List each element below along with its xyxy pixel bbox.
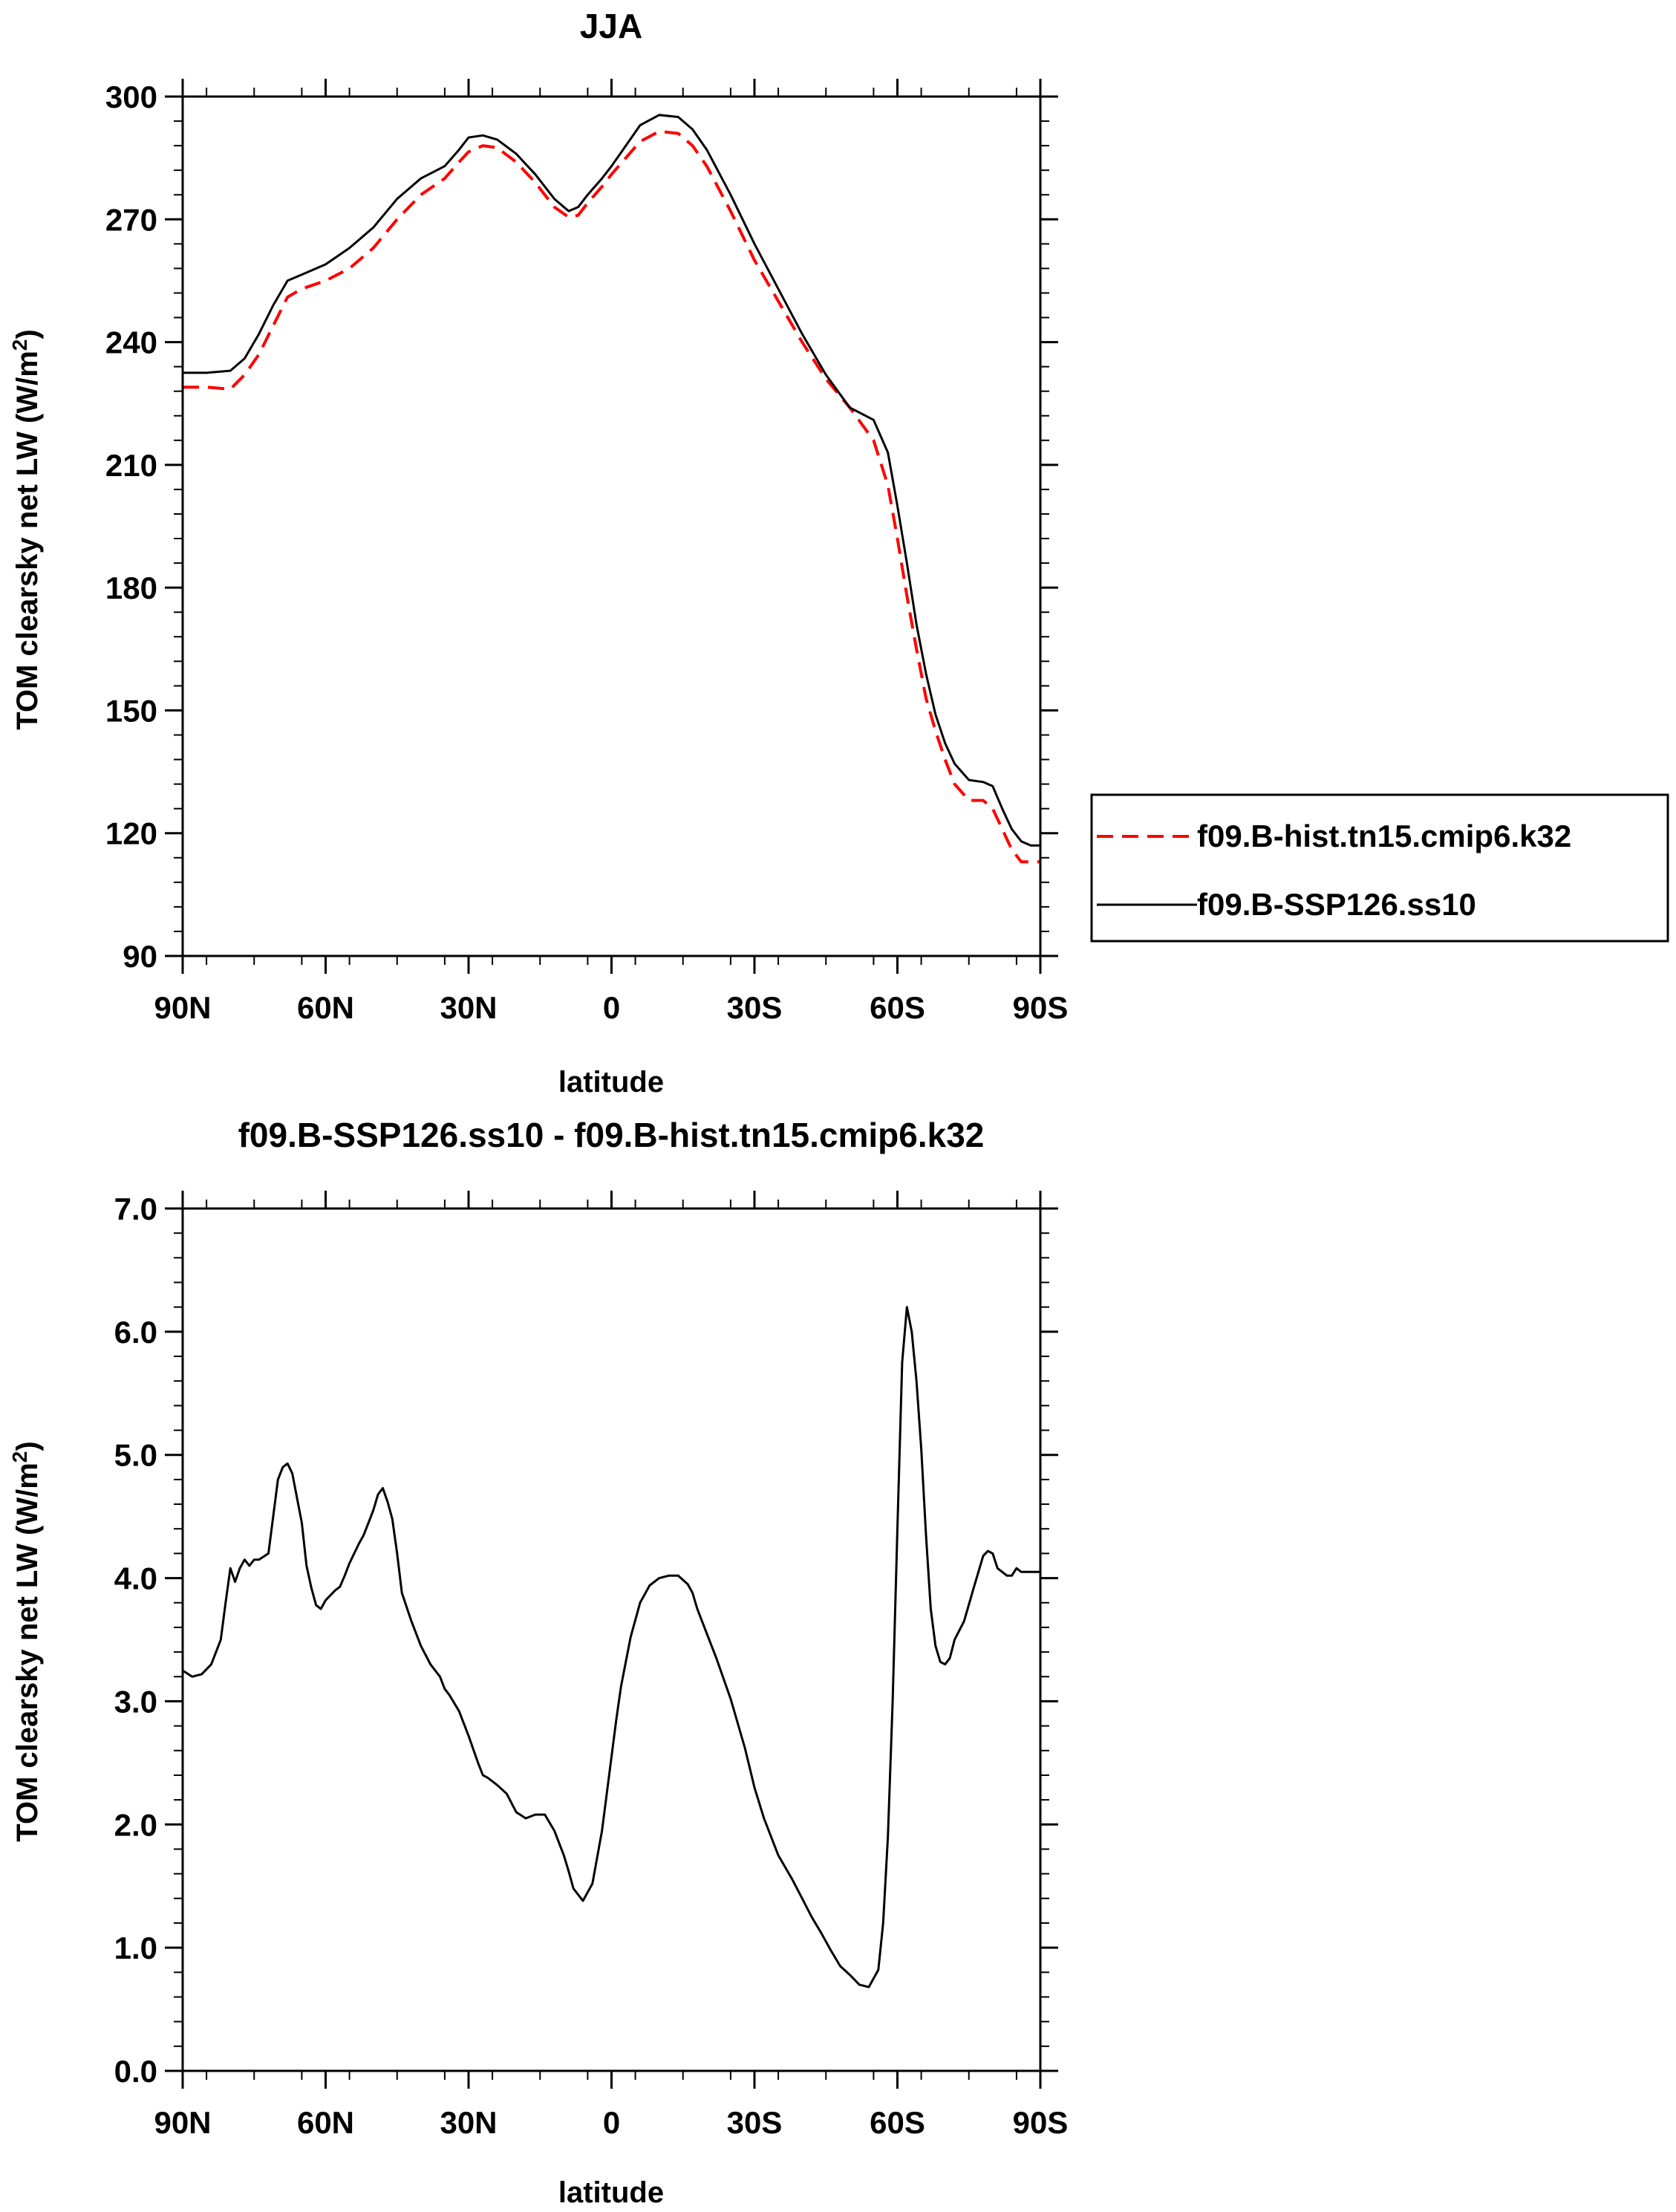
top-panel-x-tick-label: 90N bbox=[154, 990, 211, 1025]
top-panel-y-tick-label: 300 bbox=[105, 79, 157, 114]
top-panel-y-label-superscript: 2 bbox=[8, 339, 31, 351]
top-panel-ticks bbox=[165, 79, 1058, 974]
top-panel-x-tick-labels: 90N 60N 30N 0 30S 60S 90S bbox=[154, 990, 1068, 1025]
bottom-panel-ticks bbox=[165, 1191, 1058, 2089]
bottom-panel-y-label-superscript: 2 bbox=[8, 1451, 31, 1463]
bottom-panel-plot-frame bbox=[181, 1207, 1042, 2072]
bottom-panel-y-label-main: TOM clearsky net LW (W/m bbox=[11, 1463, 44, 1842]
bottom-panel-y-axis-label: TOM clearsky net LW (W/m2) bbox=[8, 1441, 44, 1841]
bottom-panel-y-tick-label: 7.0 bbox=[114, 1191, 157, 1226]
top-panel-y-tick-label: 120 bbox=[105, 816, 157, 851]
bottom-panel-y-tick-label: 5.0 bbox=[114, 1438, 157, 1473]
bottom-panel-y-tick-label: 1.0 bbox=[114, 1930, 157, 1965]
top-panel-y-label-main: TOM clearsky net LW (W/m bbox=[11, 351, 44, 730]
top-panel-y-axis-label: TOM clearsky net LW (W/m2) bbox=[8, 329, 44, 729]
top-panel-y-tick-label: 180 bbox=[105, 570, 157, 605]
bottom-panel-series-line-0 bbox=[182, 1306, 1040, 1988]
legend-label-ssp126: f09.B-SSP126.ss10 bbox=[1197, 887, 1476, 922]
top-panel-plot-frame bbox=[181, 95, 1042, 957]
top-panel-x-tick-label: 30N bbox=[440, 990, 497, 1025]
top-panel-series bbox=[183, 114, 1040, 864]
bottom-panel-title: f09.B-SSP126.ss10 - f09.B-hist.tn15.cmip… bbox=[238, 1116, 985, 1154]
top-panel-y-label-close: ) bbox=[11, 329, 44, 339]
top-panel-x-tick-label: 60S bbox=[870, 990, 925, 1025]
top-panel-y-tick-label: 90 bbox=[123, 939, 157, 974]
top-panel-y-tick-label: 210 bbox=[105, 448, 157, 483]
bottom-panel-y-tick-label: 3.0 bbox=[114, 1684, 157, 1719]
top-panel-y-tick-label: 240 bbox=[105, 325, 157, 360]
bottom-panel-x-tick-label: 0 bbox=[603, 2105, 620, 2140]
bottom-panel: f09.B-SSP126.ss10 - f09.B-hist.tn15.cmip… bbox=[8, 1116, 1068, 2209]
top-panel-x-tick-label: 0 bbox=[603, 990, 620, 1025]
bottom-panel-y-label-close: ) bbox=[11, 1441, 44, 1451]
bottom-panel-x-axis-label: latitude bbox=[558, 2176, 664, 2209]
bottom-panel-x-tick-label: 30N bbox=[440, 2105, 497, 2140]
bottom-panel-x-tick-label: 60S bbox=[870, 2105, 925, 2140]
bottom-panel-y-tick-label: 6.0 bbox=[114, 1315, 157, 1350]
bottom-panel-x-tick-label: 90S bbox=[1013, 2105, 1069, 2140]
top-panel-y-tick-labels: 90 120 150 180 210 240 270 300 bbox=[105, 79, 157, 974]
top-panel-y-tick-label: 270 bbox=[105, 202, 157, 237]
bottom-panel-x-tick-label: 30S bbox=[727, 2105, 783, 2140]
bottom-panel-y-tick-label: 0.0 bbox=[114, 2054, 157, 2089]
bottom-panel-y-tick-label: 4.0 bbox=[114, 1561, 157, 1596]
bottom-panel-x-tick-label: 90N bbox=[154, 2105, 211, 2140]
legend-box bbox=[1090, 793, 1669, 943]
bottom-panel-series bbox=[182, 1306, 1040, 1988]
bottom-panel-y-tick-label: 2.0 bbox=[114, 1807, 157, 1842]
top-panel-series-line-1 bbox=[183, 114, 1040, 847]
top-panel-x-tick-label: 60N bbox=[297, 990, 354, 1025]
top-panel-x-tick-label: 90S bbox=[1013, 990, 1069, 1025]
bottom-panel-x-tick-labels: 90N 60N 30N 0 30S 60S 90S bbox=[154, 2105, 1068, 2140]
bottom-panel-y-tick-labels: 0.0 1.0 2.0 3.0 4.0 5.0 6.0 7.0 bbox=[114, 1191, 157, 2089]
top-panel-title: JJA bbox=[580, 7, 642, 45]
top-panel: JJA TOM clearsky net LW (W/m2) latitude … bbox=[8, 7, 1068, 1099]
top-panel-x-tick-label: 30S bbox=[727, 990, 783, 1025]
bottom-panel-x-tick-label: 60N bbox=[297, 2105, 354, 2140]
legend: f09.B-hist.tn15.cmip6.k32 f09.B-SSP126.s… bbox=[1090, 793, 1669, 943]
top-panel-y-tick-label: 150 bbox=[105, 693, 157, 728]
legend-label-hist: f09.B-hist.tn15.cmip6.k32 bbox=[1197, 819, 1571, 853]
top-panel-x-axis-label: latitude bbox=[558, 1066, 664, 1099]
